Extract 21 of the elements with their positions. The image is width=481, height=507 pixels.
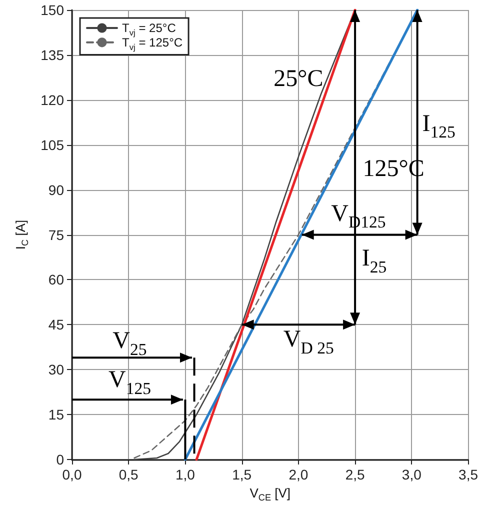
y-tick-label: 60 xyxy=(48,272,64,288)
y-axis-title: IC [A] xyxy=(13,220,30,250)
x-tick-label: 1,5 xyxy=(232,466,252,482)
y-tick-label: 0 xyxy=(56,452,64,468)
y-tick-label: 75 xyxy=(48,226,64,243)
y-tick-label: 120 xyxy=(40,92,64,108)
y-tick-label: 15 xyxy=(48,406,64,423)
y-tick-label: 90 xyxy=(48,182,64,198)
y-tick-label: 45 xyxy=(48,316,64,333)
y-tick-label: 135 xyxy=(40,46,64,63)
x-tick-label: 0,5 xyxy=(118,466,139,482)
x-tick-label: 3,0 xyxy=(402,466,422,482)
x-tick-label: 2,5 xyxy=(345,466,365,482)
x-tick-label: 1,0 xyxy=(175,466,196,482)
y-tick-label: 105 xyxy=(40,136,64,153)
y-tick-label: 30 xyxy=(48,362,64,378)
annotation: 25°C xyxy=(274,66,324,92)
x-tick-label: 0,0 xyxy=(62,466,82,482)
y-tick-label: 150 xyxy=(40,2,64,18)
x-tick-label: 3,5 xyxy=(458,466,478,482)
x-tick-label: 2,0 xyxy=(288,466,308,482)
